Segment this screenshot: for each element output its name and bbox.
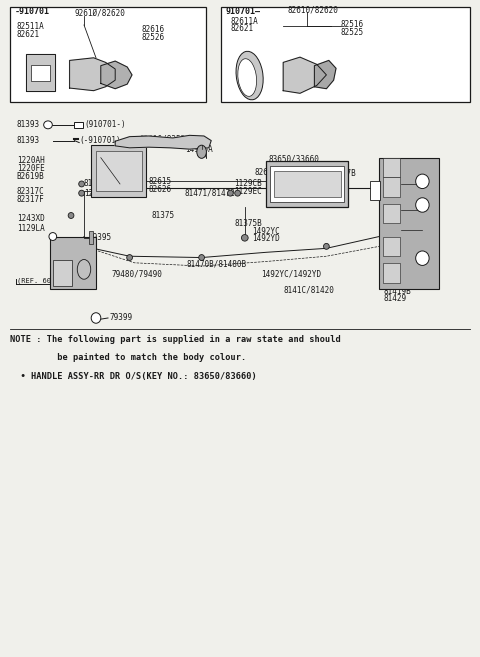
Text: 81487B: 81487B xyxy=(84,179,112,189)
Polygon shape xyxy=(101,61,132,89)
Text: 82525: 82525 xyxy=(341,28,364,37)
Text: 82671/82681: 82671/82681 xyxy=(254,168,305,177)
Bar xyxy=(50,237,96,289)
Bar xyxy=(270,166,344,202)
Bar xyxy=(89,231,93,244)
Ellipse shape xyxy=(236,51,263,100)
Text: 8141C/81420: 8141C/81420 xyxy=(283,286,334,295)
Bar xyxy=(274,171,341,197)
Text: • HANDLE ASSY-RR DR O/S(KEY NO.: 83650/83660): • HANDLE ASSY-RR DR O/S(KEY NO.: 83650/8… xyxy=(10,372,256,381)
Ellipse shape xyxy=(228,191,233,196)
Polygon shape xyxy=(70,58,115,91)
Text: 79399: 79399 xyxy=(109,313,132,323)
Bar xyxy=(383,204,400,223)
Text: 82616: 82616 xyxy=(142,25,165,34)
Text: 82611A: 82611A xyxy=(230,16,258,26)
Ellipse shape xyxy=(416,251,429,265)
Text: 81355B: 81355B xyxy=(384,200,412,210)
Bar xyxy=(383,263,400,283)
Text: 83650/33660: 83650/33660 xyxy=(269,154,320,164)
Text: 82610/82620: 82610/82620 xyxy=(288,5,339,14)
Ellipse shape xyxy=(49,233,57,240)
Text: 82317F: 82317F xyxy=(17,194,45,204)
Ellipse shape xyxy=(91,313,101,323)
Text: 82615: 82615 xyxy=(149,177,172,186)
Text: 79395: 79395 xyxy=(89,233,112,242)
Text: 1491DA: 1491DA xyxy=(185,145,213,154)
Circle shape xyxy=(197,145,206,158)
Text: 1220AH: 1220AH xyxy=(17,156,45,165)
Text: 9261Ø/82620: 9261Ø/82620 xyxy=(74,9,125,18)
Ellipse shape xyxy=(238,58,257,97)
Bar xyxy=(370,181,380,200)
Text: 81375: 81375 xyxy=(151,211,174,220)
Text: be painted to match the body colour.: be painted to match the body colour. xyxy=(10,353,246,363)
Ellipse shape xyxy=(44,121,52,129)
Text: 81471/81472: 81471/81472 xyxy=(185,189,236,198)
Text: 81419B: 81419B xyxy=(384,287,412,296)
Ellipse shape xyxy=(416,198,429,212)
Bar xyxy=(383,237,400,256)
Bar xyxy=(10,7,206,102)
Text: 1129EC: 1129EC xyxy=(234,187,262,196)
Polygon shape xyxy=(314,60,336,89)
Bar xyxy=(221,7,470,102)
Ellipse shape xyxy=(68,213,74,218)
Text: 79480/79490: 79480/79490 xyxy=(111,269,162,279)
Text: 1492YC: 1492YC xyxy=(252,227,280,236)
Text: 1017CB: 1017CB xyxy=(372,190,400,199)
Bar xyxy=(91,145,146,197)
Bar xyxy=(383,177,400,197)
Text: 82317C: 82317C xyxy=(17,187,45,196)
Ellipse shape xyxy=(79,191,84,196)
Text: (910701-): (910701-) xyxy=(84,120,126,129)
Text: -910701: -910701 xyxy=(14,7,49,16)
Text: 1492YC/1492YD: 1492YC/1492YD xyxy=(262,269,322,279)
Text: NOTE : The following part is supplied in a raw state and should: NOTE : The following part is supplied in… xyxy=(10,335,340,344)
Text: 82511A: 82511A xyxy=(17,22,45,31)
Ellipse shape xyxy=(324,244,329,250)
Text: 1243XD: 1243XD xyxy=(17,214,45,223)
Text: 1243XD: 1243XD xyxy=(84,189,112,198)
Ellipse shape xyxy=(199,254,204,260)
Text: 82526: 82526 xyxy=(142,33,165,42)
Text: 81350B: 81350B xyxy=(384,175,412,185)
Ellipse shape xyxy=(416,174,429,189)
Text: 81429: 81429 xyxy=(384,294,407,304)
Text: 82626: 82626 xyxy=(149,185,172,194)
Polygon shape xyxy=(115,135,211,149)
Text: 82621: 82621 xyxy=(17,30,40,39)
Text: 82610/82520: 82610/82520 xyxy=(139,135,190,144)
Bar xyxy=(74,122,83,128)
Ellipse shape xyxy=(127,254,132,260)
Text: 1220FE: 1220FE xyxy=(17,164,45,173)
Text: 1232HE: 1232HE xyxy=(404,253,432,262)
Bar xyxy=(31,65,50,81)
Polygon shape xyxy=(283,57,326,93)
Text: (REF. 60-770): (REF. 60-770) xyxy=(17,277,72,284)
Bar xyxy=(383,158,400,177)
Text: 82621: 82621 xyxy=(230,24,253,34)
Text: 81375B: 81375B xyxy=(234,219,262,228)
Text: 1492YD: 1492YD xyxy=(252,234,280,243)
Ellipse shape xyxy=(79,181,84,187)
Text: 1129LA: 1129LA xyxy=(17,224,45,233)
Ellipse shape xyxy=(241,235,248,241)
Bar xyxy=(379,158,439,289)
Text: (-910701): (-910701) xyxy=(79,136,121,145)
Text: 81387B: 81387B xyxy=(329,169,357,178)
Text: 81393: 81393 xyxy=(17,120,40,129)
Ellipse shape xyxy=(235,191,240,196)
Text: 910701—: 910701— xyxy=(226,7,261,16)
Text: 1129CB: 1129CB xyxy=(234,179,262,189)
Text: B2619B: B2619B xyxy=(17,171,45,181)
Polygon shape xyxy=(26,54,55,91)
Bar xyxy=(96,151,142,191)
Bar xyxy=(266,161,348,207)
Bar xyxy=(53,260,72,286)
Text: 82516: 82516 xyxy=(341,20,364,29)
Ellipse shape xyxy=(77,260,91,279)
Text: 81393: 81393 xyxy=(17,136,40,145)
Text: 81470B/81480B: 81470B/81480B xyxy=(186,260,246,269)
